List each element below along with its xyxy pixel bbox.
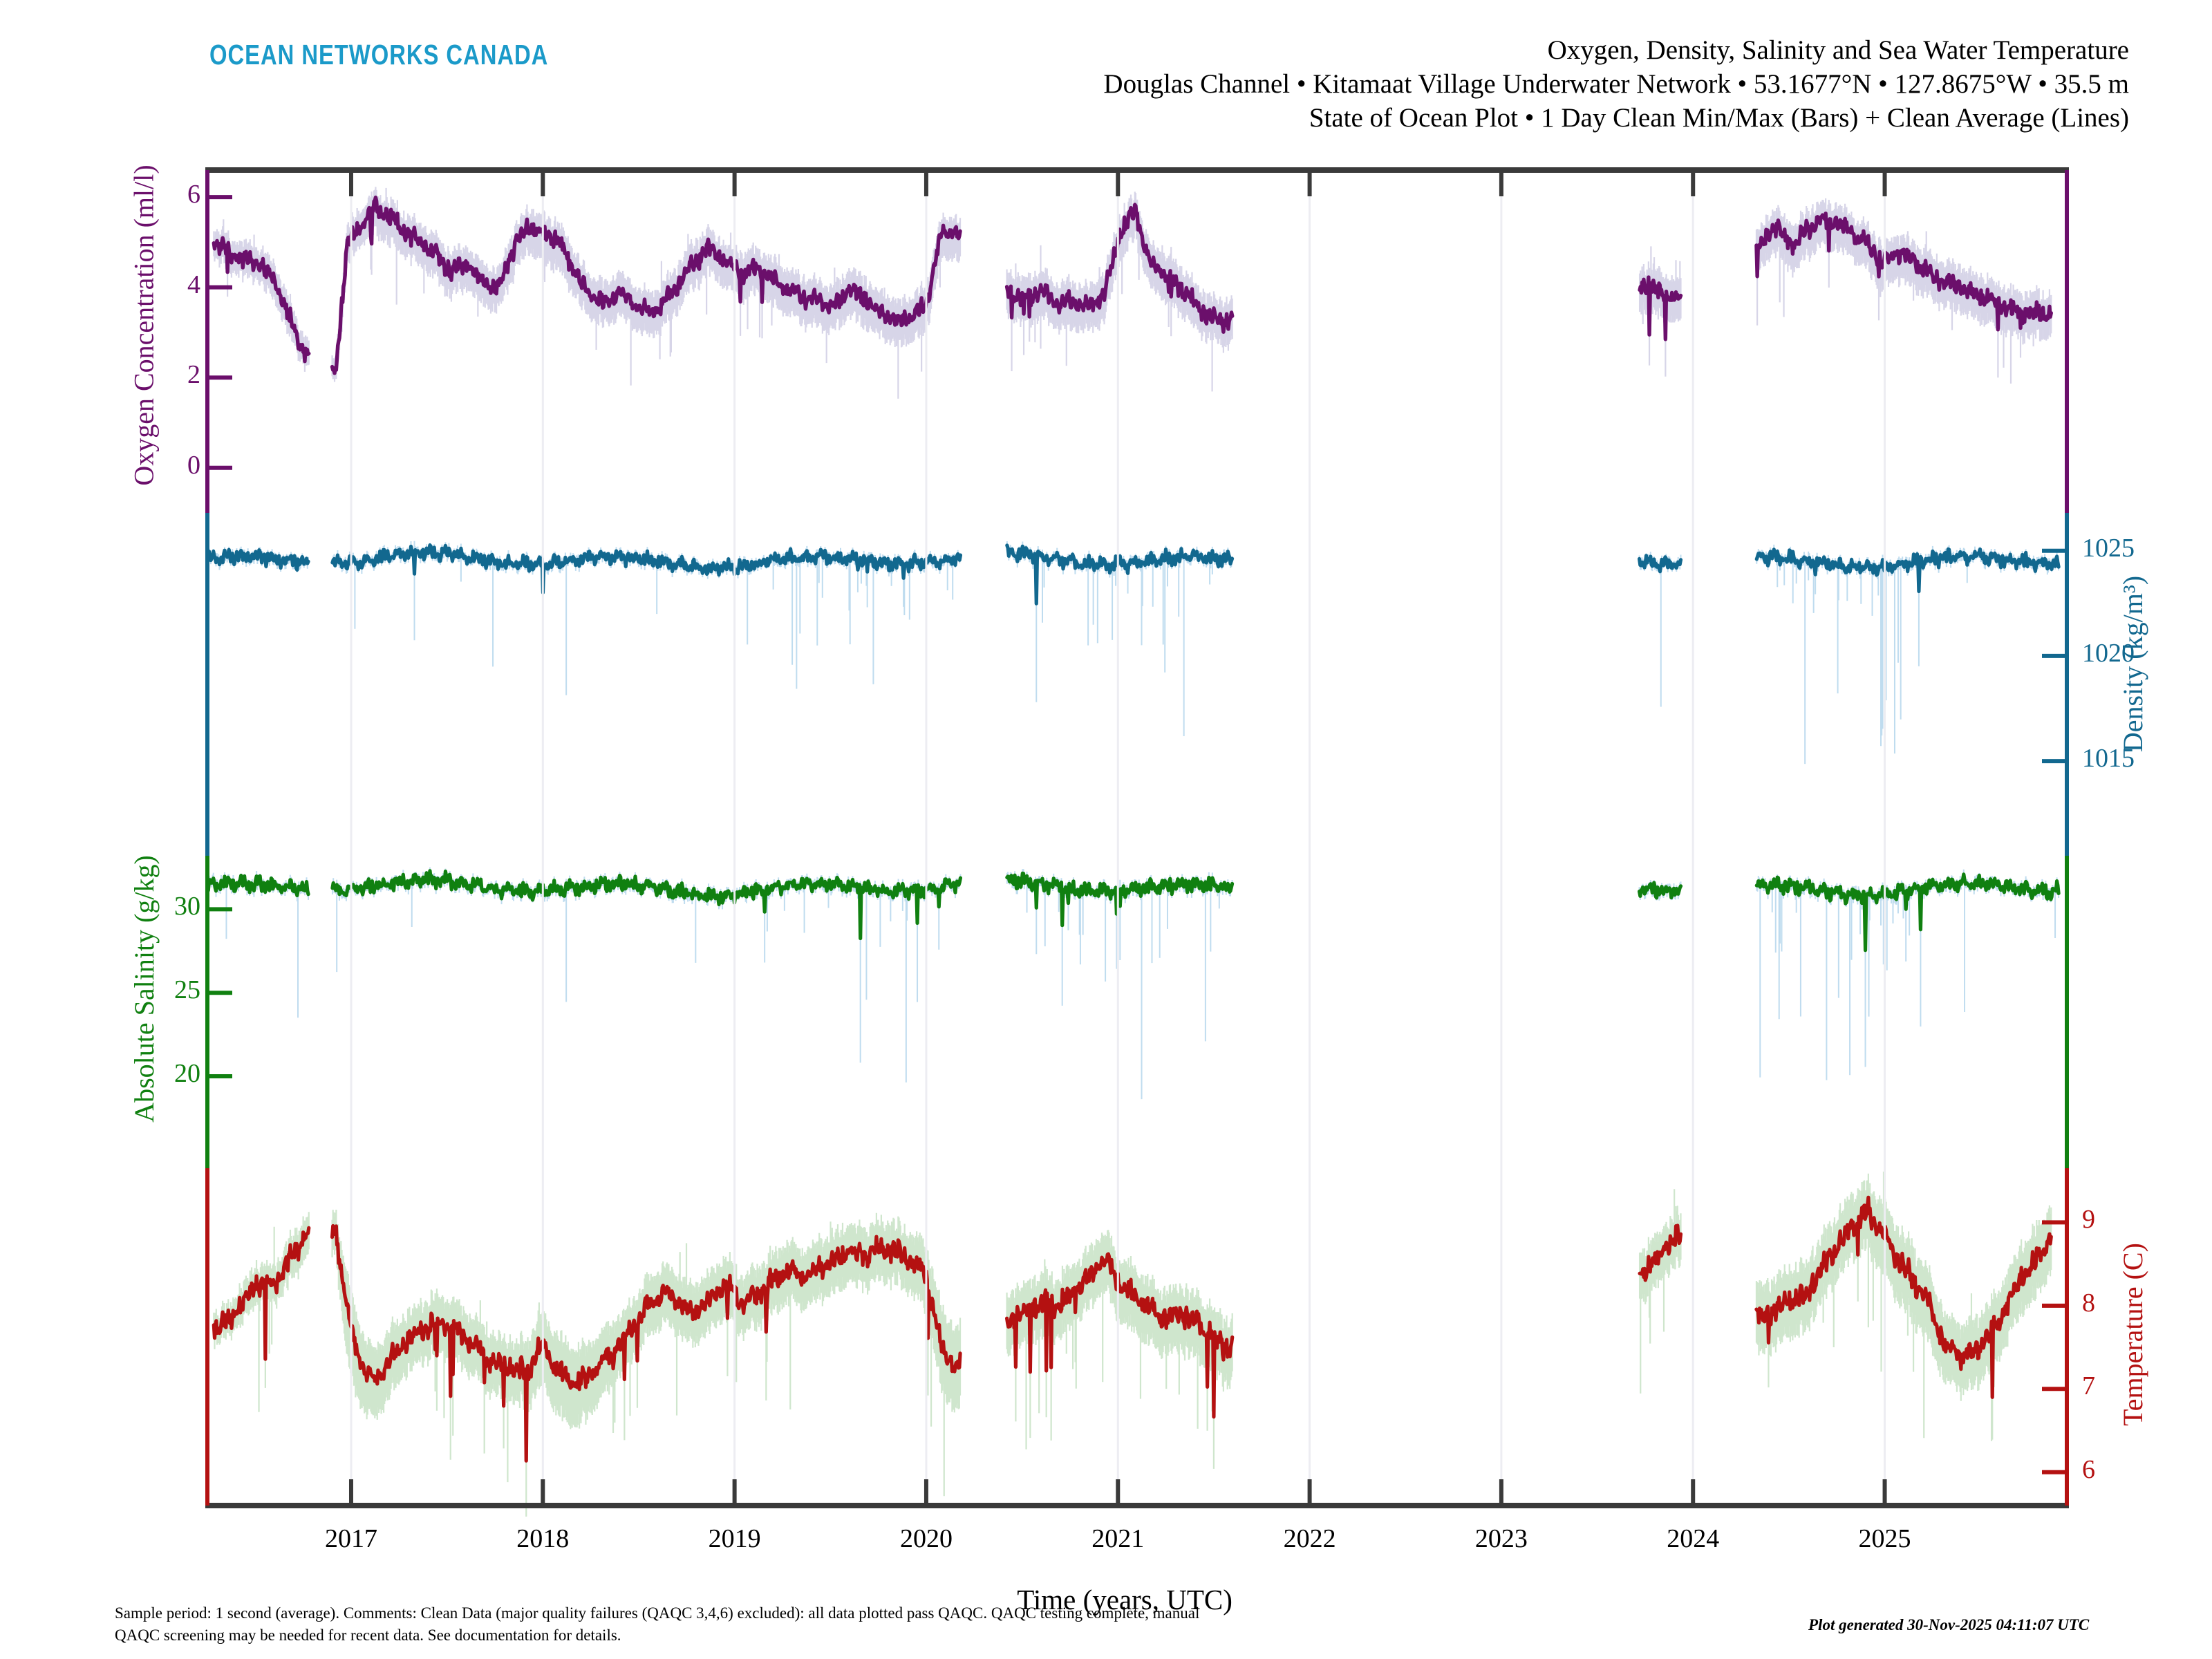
onc-logo: OCEAN NETWORKS CANADA <box>209 39 549 71</box>
density-tick-label: 1025 <box>2082 533 2135 563</box>
x-axis-tick-label: 2023 <box>1474 1524 1528 1553</box>
temperature-tick-label: 7 <box>2082 1371 2095 1401</box>
plot-generated-stamp: Plot generated 30-Nov-2025 04:11:07 UTC <box>1808 1616 2090 1633</box>
x-axis-tick-label: 2018 <box>516 1524 570 1553</box>
oxygen-tick-label: 0 <box>187 450 200 480</box>
x-axis-tick-label: 2022 <box>1283 1524 1336 1553</box>
oxygen-tick-label: 2 <box>187 360 200 390</box>
x-axis-tick-label: 2021 <box>1091 1524 1145 1553</box>
footnote-line-1: Sample period: 1 second (average). Comme… <box>115 1604 1200 1622</box>
density-tick-label: 1015 <box>2082 744 2135 774</box>
oxygen-tick-label: 6 <box>187 180 200 209</box>
x-axis-tick-label: 2019 <box>708 1524 761 1553</box>
chart-title-line3: State of Ocean Plot • 1 Day Clean Min/Ma… <box>1309 103 2129 133</box>
temperature-tick-label: 6 <box>2082 1454 2095 1484</box>
temperature-tick-label: 9 <box>2082 1205 2095 1235</box>
chart-title-line1: Oxygen, Density, Salinity and Sea Water … <box>1547 35 2129 65</box>
salinity-tick-label: 25 <box>174 975 200 1005</box>
oxygen-tick-label: 4 <box>187 270 200 299</box>
density-tick-label: 1020 <box>2082 638 2135 668</box>
x-axis-tick-label: 2017 <box>324 1524 377 1553</box>
salinity-tick-label: 30 <box>174 892 200 921</box>
x-axis-tick-label: 2020 <box>899 1524 953 1553</box>
chart-title-block: Oxygen, Density, Salinity and Sea Water … <box>1103 33 2129 135</box>
salinity-tick-label: 20 <box>174 1059 200 1089</box>
footnote-line-2: QAQC screening may be needed for recent … <box>115 1627 621 1644</box>
x-axis-tick-label: 2025 <box>1858 1524 1911 1553</box>
chart-title-line2: Douglas Channel • Kitamaat Village Under… <box>1103 69 2129 99</box>
x-axis-tick-label: 2024 <box>1667 1524 1720 1553</box>
x-axis-title: Time (years, UTC) <box>1017 1584 1232 1615</box>
temperature-tick-label: 8 <box>2082 1288 2095 1318</box>
